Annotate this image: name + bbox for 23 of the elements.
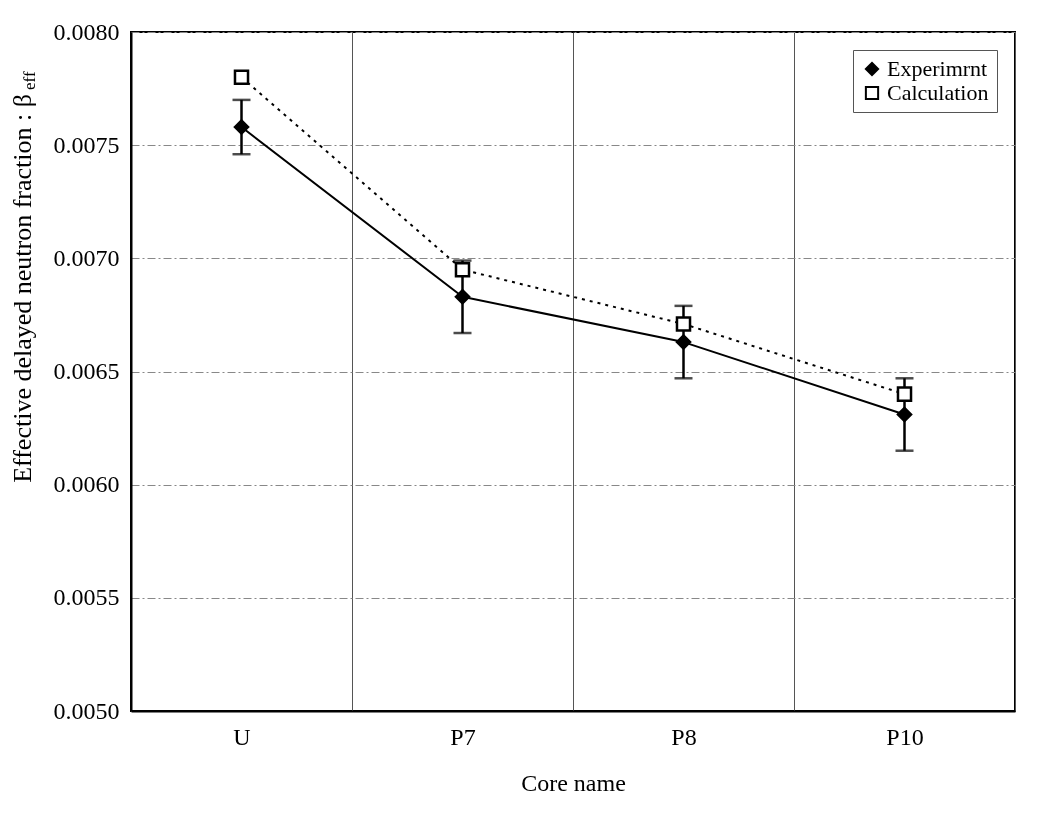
point	[233, 69, 250, 86]
y-tick-label: 0.0080	[53, 18, 120, 45]
x-axis-title: Core name	[521, 769, 626, 796]
x-tick-label: P7	[450, 723, 476, 750]
y-tick-label: 0.0055	[53, 584, 120, 611]
y-tick-label: 0.0060	[53, 471, 120, 498]
point	[454, 289, 471, 305]
y-axis-title: Effective delayed neutron fraction : βeff	[8, 71, 39, 483]
y-tick-label: 0.0075	[53, 131, 120, 158]
legend-label: Experimrnt	[887, 56, 988, 81]
y-tick-label: 0.0050	[53, 697, 120, 724]
legend-label: Calculation	[887, 80, 989, 105]
x-tick-label: P10	[886, 723, 924, 750]
point	[896, 406, 913, 423]
y-tick-label: 0.0065	[53, 358, 120, 384]
point	[675, 334, 692, 350]
x-tick-label: U	[233, 723, 251, 750]
y-tick-label: 0.0070	[53, 244, 120, 271]
point	[896, 386, 913, 402]
x-tick-label: P8	[671, 723, 697, 750]
point	[454, 261, 471, 278]
point	[675, 316, 692, 332]
point	[233, 119, 250, 135]
